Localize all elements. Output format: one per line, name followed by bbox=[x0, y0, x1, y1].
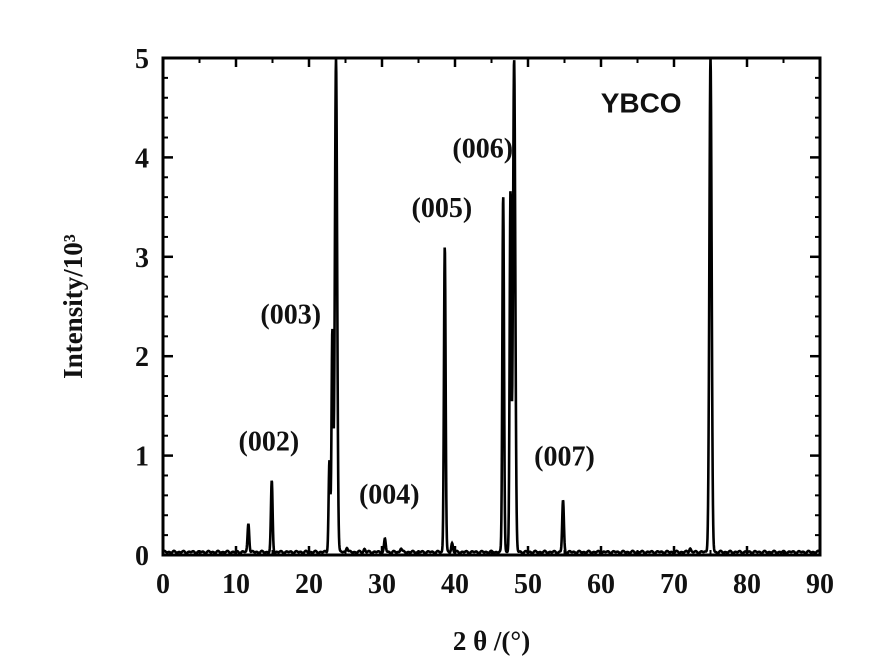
y-axis-title: Intensity/10³ bbox=[58, 234, 88, 379]
x-tick-label: 60 bbox=[587, 569, 615, 600]
x-tick-label: 30 bbox=[368, 569, 396, 600]
peak-annotation: (005) bbox=[412, 193, 473, 224]
x-tick-label: 0 bbox=[156, 569, 170, 600]
y-tick-label: 2 bbox=[135, 342, 149, 373]
x-tick-label: 50 bbox=[514, 569, 542, 600]
x-axis-title: 2 θ /(°) bbox=[453, 626, 530, 656]
peak-annotation: (007) bbox=[534, 442, 595, 473]
text-layer: 0 10 20 30 40 50 60 70 80 90 0 1 2 3 4 5 2 θ /(°) Intensi… bbox=[58, 44, 834, 656]
y-tick-label: 5 bbox=[135, 44, 149, 75]
x-tick-label: 90 bbox=[806, 569, 834, 600]
axes-layer bbox=[161, 56, 822, 557]
y-tick-label: 4 bbox=[135, 143, 149, 174]
legend-ybco: YBCO bbox=[601, 88, 682, 119]
x-tick-label: 40 bbox=[441, 569, 469, 600]
x-tick-label: 10 bbox=[222, 569, 250, 600]
peak-annotation: (002) bbox=[239, 427, 300, 458]
x-tick-label: 70 bbox=[660, 569, 688, 600]
y-tick-label: 3 bbox=[135, 243, 149, 274]
y-tick-label: 0 bbox=[135, 541, 149, 572]
y-tick-label: 1 bbox=[135, 442, 149, 473]
peak-annotation: (004) bbox=[359, 479, 420, 510]
x-tick-label: 20 bbox=[295, 569, 323, 600]
peak-annotation: (006) bbox=[452, 133, 513, 164]
peak-annotation: (003) bbox=[260, 299, 321, 330]
x-tick-label: 80 bbox=[733, 569, 761, 600]
